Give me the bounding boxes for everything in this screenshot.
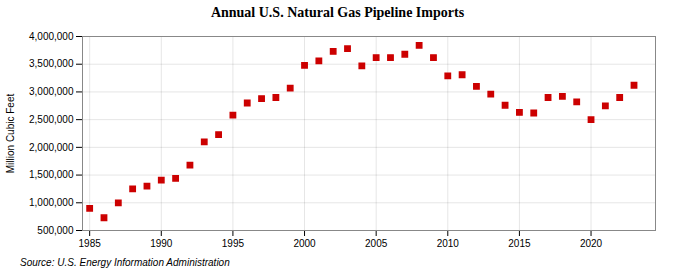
svg-text:2020: 2020 xyxy=(580,238,603,249)
svg-text:2000: 2000 xyxy=(293,238,316,249)
svg-text:Million Cubic Feet: Million Cubic Feet xyxy=(5,94,16,174)
svg-text:3,500,000: 3,500,000 xyxy=(29,58,74,69)
svg-text:1,500,000: 1,500,000 xyxy=(29,169,74,180)
svg-text:1,000,000: 1,000,000 xyxy=(29,197,74,208)
svg-text:4,000,000: 4,000,000 xyxy=(29,31,74,42)
svg-text:2,500,000: 2,500,000 xyxy=(29,114,74,125)
svg-text:500,000: 500,000 xyxy=(37,225,74,236)
svg-text:2010: 2010 xyxy=(437,238,460,249)
html-text:Source: U.S. Energy Informatio: Source: U.S. Energy Information Administ… xyxy=(20,257,230,268)
html-text:Annual U.S. Natural Gas Pipeli: Annual U.S. Natural Gas Pipeline Imports xyxy=(210,5,465,20)
svg-text:1995: 1995 xyxy=(222,238,245,249)
svg-text:1985: 1985 xyxy=(79,238,102,249)
svg-text:2005: 2005 xyxy=(365,238,388,249)
svg-text:3,000,000: 3,000,000 xyxy=(29,86,74,97)
svg-text:2,000,000: 2,000,000 xyxy=(29,142,74,153)
svg-text:1990: 1990 xyxy=(150,238,173,249)
svg-text:2015: 2015 xyxy=(508,238,531,249)
